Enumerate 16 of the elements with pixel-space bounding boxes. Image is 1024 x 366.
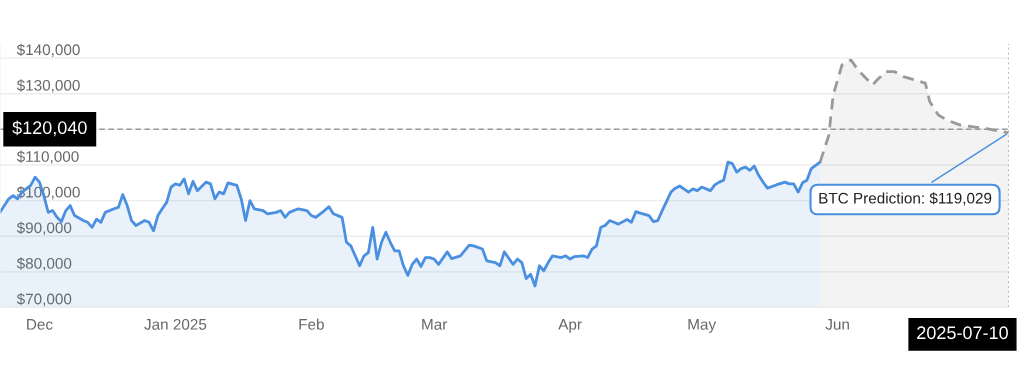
y-tick-label: $140,000 — [16, 43, 80, 57]
y-tick-label: $80,000 — [16, 257, 72, 271]
x-tick-label: Feb — [299, 318, 324, 330]
ref-line-label: $120,040 — [12, 120, 87, 137]
ref-line-label: 2025-07-10 — [917, 326, 1008, 340]
y-tick-label: $130,000 — [16, 79, 80, 93]
x-tick-label: Mar — [422, 319, 448, 330]
x-tick-label: Apr — [558, 319, 582, 333]
x-tick-label: May — [688, 319, 717, 333]
annotation: BTC Prediction: $119,029 — [819, 192, 992, 206]
x-tick-label: Jan 2025 — [144, 318, 207, 330]
x-tick-label: Jun — [825, 319, 849, 330]
y-tick-label: $90,000 — [16, 221, 72, 235]
y-tick-label: $70,000 — [16, 292, 72, 307]
y-tick-label: $110,000 — [16, 150, 79, 164]
x-tick-label: Dec — [27, 319, 53, 330]
